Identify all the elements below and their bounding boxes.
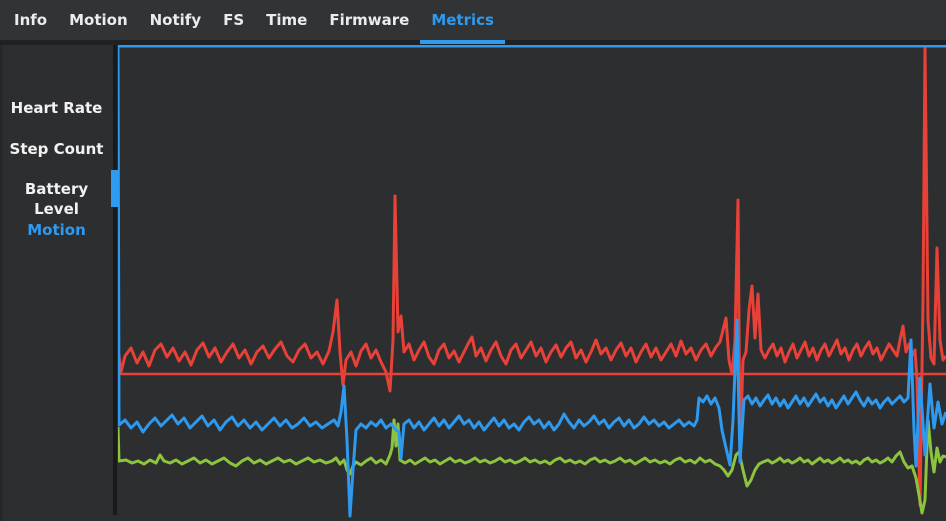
motion-chart-svg <box>118 45 946 518</box>
left-edge-shade <box>0 45 3 521</box>
sidebar-active-indicator <box>111 170 118 207</box>
sidebar-item-motion[interactable]: Motion <box>27 221 86 239</box>
tab-firmware[interactable]: Firmware <box>329 11 410 29</box>
series-red-trace <box>118 46 946 507</box>
tab-fs[interactable]: FS <box>223 11 245 29</box>
series-blue-trace <box>118 45 946 518</box>
tab-bar: Info Motion Notify FS Time Firmware Metr… <box>0 0 946 44</box>
chart-axis-strip <box>113 45 117 515</box>
tab-notify[interactable]: Notify <box>149 11 202 29</box>
motion-chart-area <box>118 45 946 521</box>
series-green-trace <box>118 418 946 515</box>
tab-time[interactable]: Time <box>266 11 308 29</box>
tab-metrics[interactable]: Metrics <box>420 0 505 44</box>
sidebar-item-step-count[interactable]: Step Count <box>9 140 104 158</box>
tab-info[interactable]: Info <box>14 11 48 29</box>
tab-motion[interactable]: Motion <box>69 11 128 29</box>
sidebar-item-heart-rate[interactable]: Heart Rate <box>10 99 103 117</box>
metrics-sidebar: Heart Rate Step Count Battery Level Moti… <box>0 45 113 521</box>
sidebar-item-battery-level[interactable]: Battery Level <box>24 180 89 218</box>
